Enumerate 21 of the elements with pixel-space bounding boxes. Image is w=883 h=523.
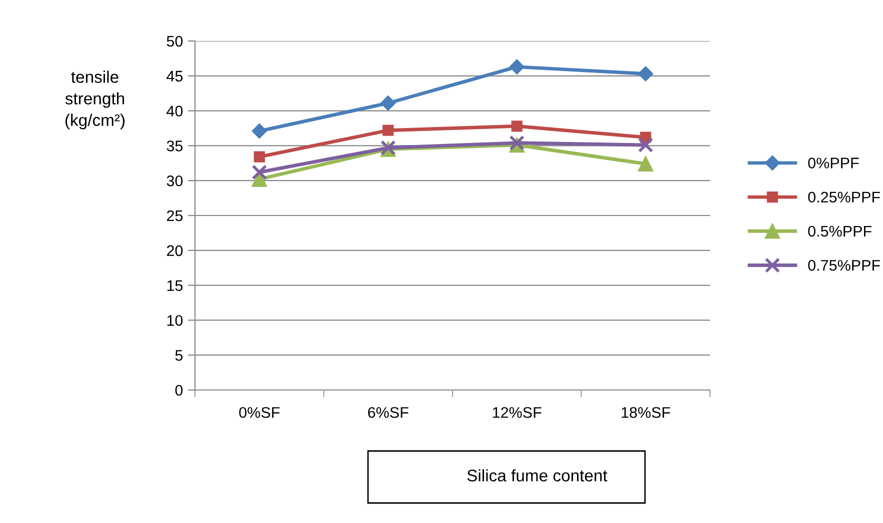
x-tick-label: 6%SF bbox=[368, 407, 408, 418]
y-tick-label: 15 bbox=[167, 280, 183, 291]
y-tick-label: 30 bbox=[166, 175, 183, 186]
legend-label: 0%PPF bbox=[808, 158, 859, 168]
y-tick-label: 20 bbox=[166, 245, 183, 256]
x-axis-title: Silica fume content bbox=[467, 469, 608, 482]
x-tick-label: 12%SF bbox=[492, 407, 542, 418]
x-tick-label: 0%SF bbox=[239, 407, 280, 418]
y-tick-label: 5 bbox=[175, 350, 183, 361]
y-tick-label: 0 bbox=[175, 384, 183, 396]
legend-label: 0.25%PPF bbox=[808, 192, 880, 203]
y-tick-label: 35 bbox=[166, 140, 183, 152]
x-tick-label: 18%SF bbox=[622, 407, 670, 418]
y-axis-title: tensile strength (kg/cm²) bbox=[65, 70, 125, 130]
legend-label: 0.5%PPF bbox=[808, 226, 872, 237]
y-tick-label: 50 bbox=[166, 36, 183, 47]
y-tick-label: 25 bbox=[166, 210, 183, 222]
y-tick-label: 45 bbox=[166, 70, 183, 82]
y-tick-label: 10 bbox=[167, 315, 183, 326]
legend-label: 0.75%PPF bbox=[808, 260, 880, 271]
y-tick-label: 40 bbox=[166, 106, 183, 116]
